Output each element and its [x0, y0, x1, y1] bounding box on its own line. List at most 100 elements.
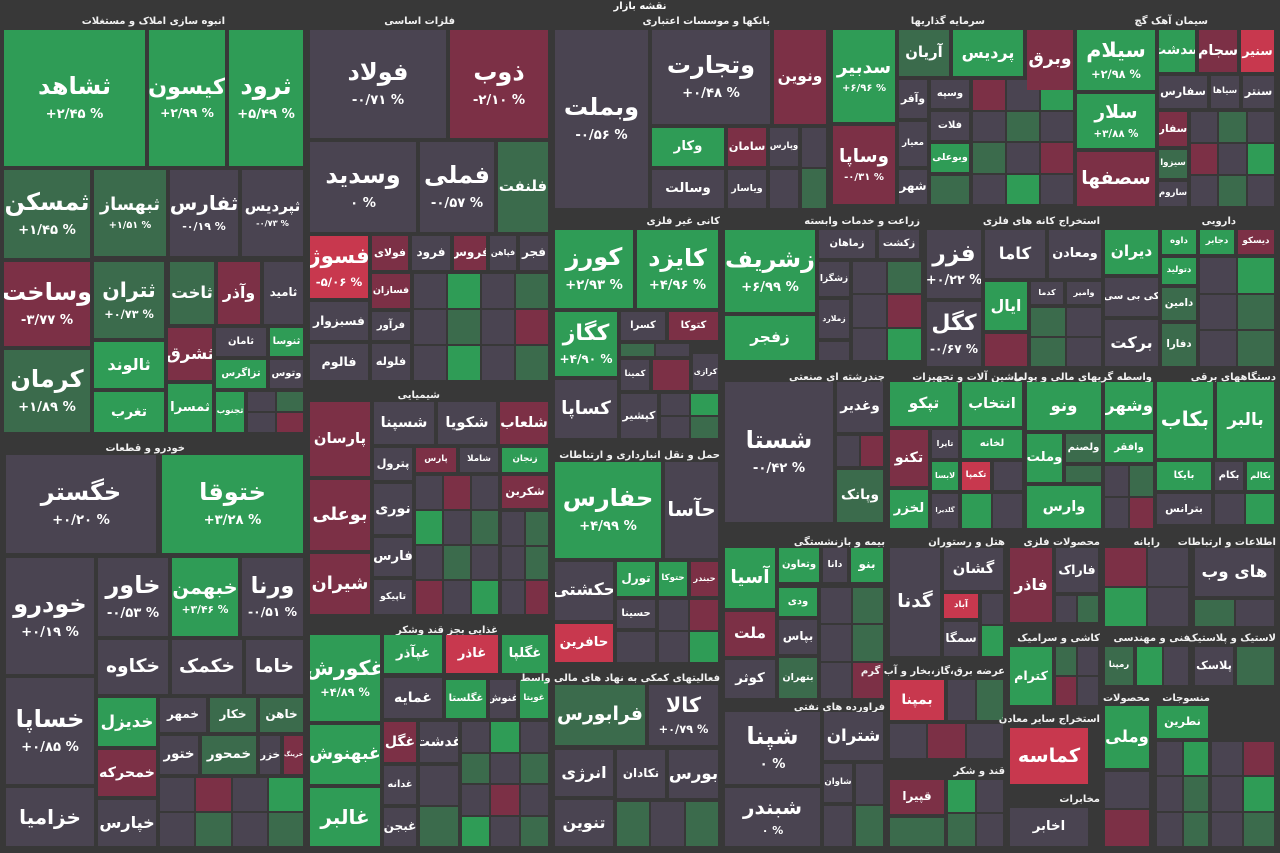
sector-title: فنی و مهندسی — [1113, 633, 1190, 644]
stock-tile: غبجن — [384, 808, 416, 846]
stock-tile: کگاز +۴/۹۰ % — [555, 312, 617, 376]
stock-tile: فاذر — [1010, 548, 1052, 622]
filler-tile — [1237, 647, 1274, 685]
filler-tile — [931, 176, 969, 204]
stock-name: سمگا — [945, 631, 977, 646]
stock-tile: ثرود +۵/۴۹ % — [229, 30, 303, 166]
filler-tile — [1130, 466, 1153, 496]
filler-tile — [973, 80, 1005, 110]
stock-tile: وارس — [1027, 486, 1101, 528]
stock-name: نوری — [375, 500, 411, 517]
stock-tile: لخانه — [962, 430, 1022, 458]
stock-name: کگل — [931, 311, 977, 337]
filler-tile — [1183, 812, 1208, 846]
sector-title: رایانه — [1133, 537, 1160, 548]
stock-tile: شاملا — [460, 448, 498, 472]
sector-title: محصولات — [1102, 693, 1150, 704]
stock-name: اخابر — [1032, 819, 1066, 835]
filler-tile — [268, 778, 303, 811]
filler-tile — [656, 344, 689, 356]
stock-name: ثنوسا — [272, 336, 301, 348]
filler-tile — [1105, 498, 1128, 528]
stock-name: تایرا — [936, 439, 954, 449]
stock-tile: بتهران — [779, 658, 817, 698]
stock-tile: وآذر — [218, 262, 260, 324]
stock-change: -۰/۱۹ % — [182, 220, 226, 234]
filler-tile — [1212, 777, 1242, 811]
stock-name: سفار — [1159, 121, 1187, 135]
stock-name: وملت — [1027, 450, 1062, 466]
filler-tile — [819, 342, 849, 360]
filler-tile — [472, 546, 498, 579]
stock-name: غدانه — [387, 779, 413, 791]
stock-tile: زشریف +۶/۹۹ % — [725, 230, 815, 312]
stock-name: وساخت — [4, 278, 90, 307]
filler-tile — [617, 632, 655, 662]
sector-title: فلزات اساسی — [384, 16, 455, 27]
stock-change: +۲/۹۳ % — [565, 277, 623, 293]
stock-tile: ختوقا +۳/۲۸ % — [162, 455, 303, 553]
stock-name: ثالوند — [107, 354, 151, 374]
stock-change: +۰/۸۵ % — [21, 739, 79, 755]
stock-name: کالا — [665, 692, 702, 717]
stock-tile: خزامیا — [6, 788, 94, 846]
filler-tile — [1200, 294, 1236, 330]
stock-name: کدما — [1038, 288, 1056, 298]
stock-tile: وملت — [1027, 434, 1062, 482]
stock-tile: وشهر — [1105, 382, 1153, 430]
stock-tile: فپاهن — [490, 236, 516, 270]
stock-name: ثرود — [240, 72, 292, 101]
stock-tile: وسالت — [652, 170, 724, 208]
filler-tile — [1147, 548, 1188, 586]
stock-name: شپنا — [746, 722, 799, 751]
stock-name: بپاس — [782, 629, 814, 644]
stock-name: خرینگ — [284, 750, 303, 758]
stock-name: وتجارت — [666, 51, 756, 80]
stock-tile: خمحرکه — [98, 750, 156, 796]
stock-tile: فسازان — [372, 274, 410, 308]
stock-name: بنو — [858, 557, 876, 572]
sector-title: استخراج سایر معادن — [998, 714, 1100, 725]
stock-change: -۰/۵۱ % — [248, 605, 297, 620]
sector-title: حمل و نقل انبارداری و ارتباطات — [559, 450, 720, 461]
stock-tile: فملی -۰/۵۷ % — [420, 142, 494, 232]
stock-name: نکادان — [622, 766, 660, 781]
stock-name: خساپا — [15, 705, 85, 734]
stock-tile: وبرق — [1027, 30, 1073, 90]
stock-name: وامیر — [1073, 288, 1095, 298]
filler-tile — [1041, 111, 1073, 141]
stock-tile: سلار +۳/۸۸ % — [1077, 94, 1155, 148]
stock-name: وتوس — [271, 368, 302, 380]
stock-change: +۲/۹۹ % — [160, 106, 214, 121]
filler-tile — [1212, 742, 1242, 776]
filler-tile — [993, 494, 1022, 528]
stock-name: لخانه — [979, 438, 1005, 450]
filler-tile — [661, 417, 689, 438]
stock-name: کترام — [1014, 667, 1048, 683]
stock-tile: کی بی سی — [1105, 278, 1158, 316]
stock-tile: بپاس — [779, 620, 817, 654]
stock-name: شیران — [311, 573, 369, 594]
stock-tile: انرژی — [555, 750, 613, 796]
filler-tile — [890, 818, 944, 846]
stock-tile: حفارس +۴/۹۹ % — [555, 462, 661, 558]
stock-name: وافقر — [1114, 442, 1144, 454]
filler-tile — [276, 413, 303, 432]
stock-tile: سیزوا — [1159, 150, 1187, 178]
stock-tile: سامان — [728, 128, 766, 166]
sector-title: خودرو و قطعات — [105, 443, 186, 454]
filler-tile — [520, 816, 548, 846]
filler-tile — [689, 600, 718, 630]
stock-name: وسپه — [936, 88, 964, 100]
stock-name: سیزوا — [1160, 158, 1186, 169]
stock-tile: کرمان +۱/۸۹ % — [4, 350, 90, 432]
stock-tile: تپکو — [890, 382, 958, 426]
stock-tile: غکورش +۴/۸۹ % — [310, 635, 380, 721]
filler-tile — [526, 581, 548, 614]
stock-tile: بایکا — [1157, 462, 1211, 490]
stock-change: +۶/۹۶ % — [841, 82, 887, 94]
filler-tile — [1157, 777, 1182, 811]
stock-tile: حآسا — [665, 462, 718, 558]
filler-tile — [1031, 338, 1065, 366]
